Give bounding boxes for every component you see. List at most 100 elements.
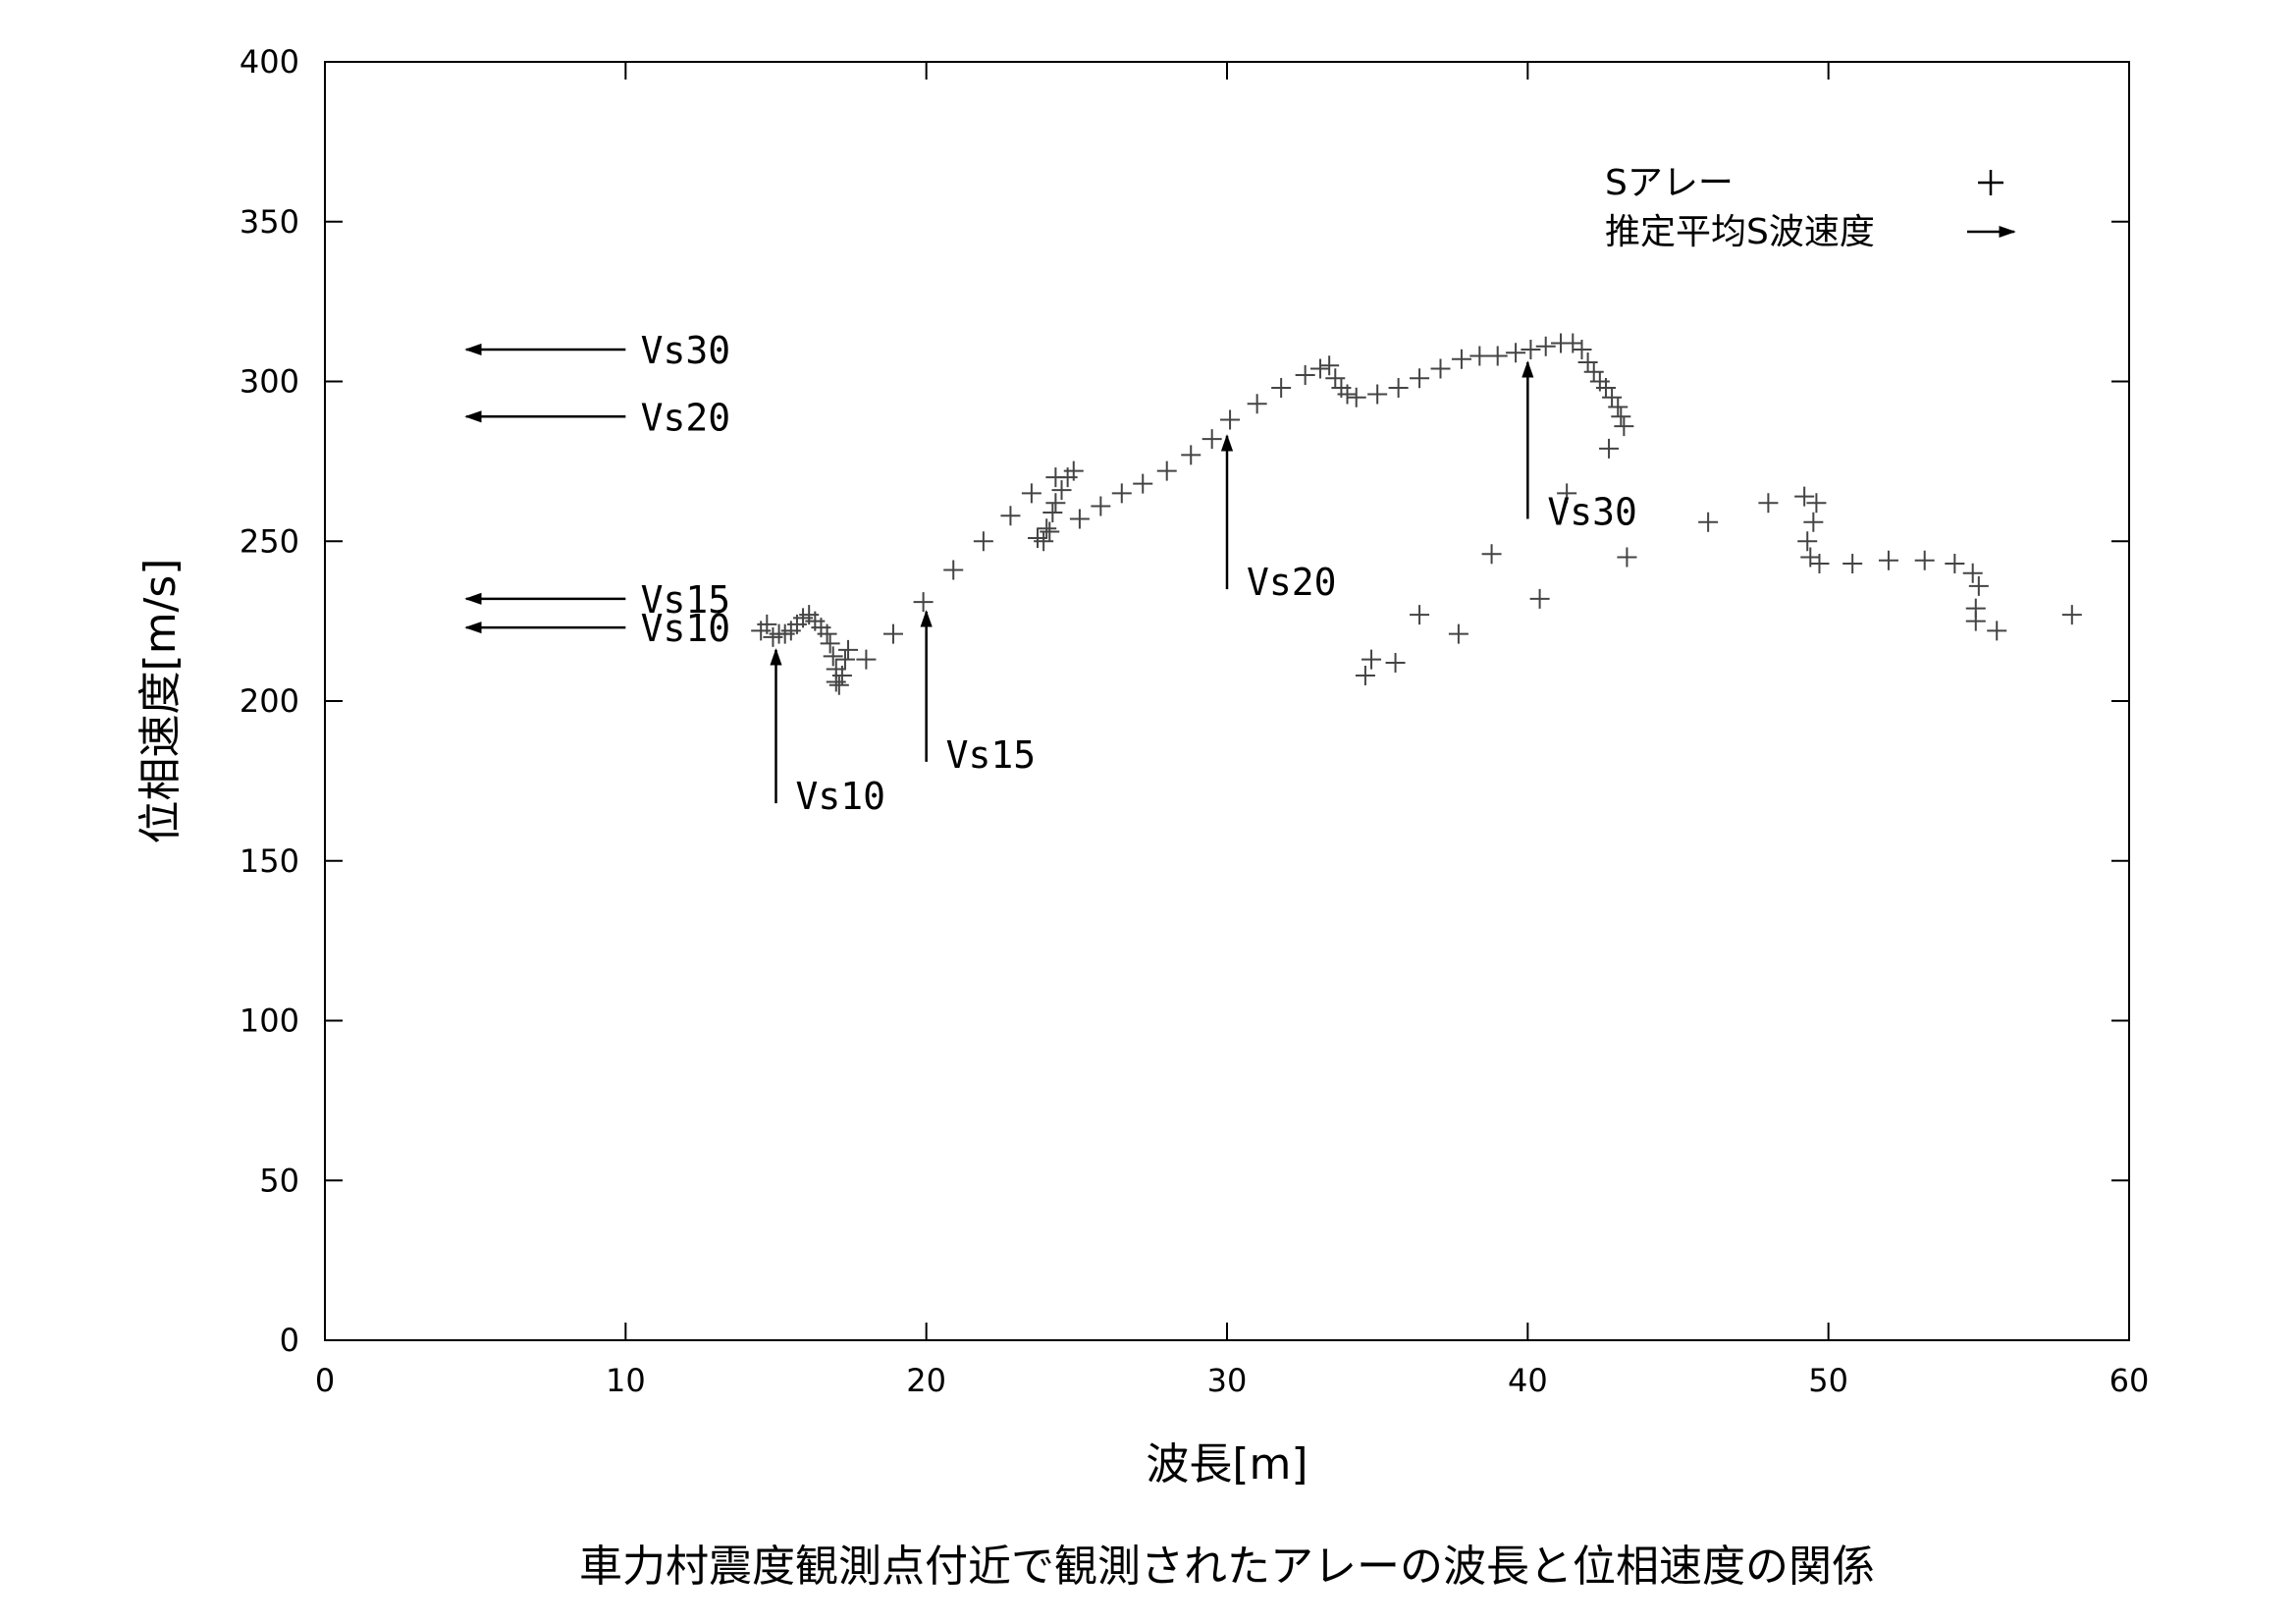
data-point xyxy=(828,675,849,695)
v-arrow-label: Vs15 xyxy=(946,733,1037,777)
data-point xyxy=(1271,378,1292,399)
data-point xyxy=(1337,384,1358,405)
data-point xyxy=(1156,460,1177,481)
data-point xyxy=(1794,486,1815,507)
y-tick-label: 150 xyxy=(240,842,299,880)
x-tick-label: 0 xyxy=(315,1362,335,1399)
data-point xyxy=(1698,512,1719,532)
data-point xyxy=(823,646,843,667)
chart-title: 車力村震度観測点付近で観測されたアレーの波長と位相速度の関係 xyxy=(579,1542,1875,1592)
data-point xyxy=(856,649,877,670)
x-tick-label: 30 xyxy=(1207,1362,1248,1399)
data-point xyxy=(1572,339,1592,359)
data-point xyxy=(831,665,852,685)
data-point xyxy=(1247,394,1267,414)
data-point xyxy=(1521,339,1541,359)
data-point xyxy=(1987,621,2007,641)
x-tick-label: 20 xyxy=(906,1362,946,1399)
legend-marker-plus xyxy=(1978,170,2003,195)
legend-label: 推定平均S波速度 xyxy=(1605,212,1875,252)
v-arrow-label: Vs30 xyxy=(1547,490,1637,533)
data-point xyxy=(1529,588,1550,609)
y-tick-label: 0 xyxy=(280,1322,299,1359)
h-arrow-label: Vs15 xyxy=(641,578,731,622)
data-point xyxy=(1410,605,1430,625)
data-point xyxy=(1040,521,1060,542)
data-point xyxy=(1806,493,1827,514)
data-point xyxy=(1878,550,1898,570)
data-point xyxy=(1045,467,1066,488)
y-tick-label: 250 xyxy=(240,522,299,560)
data-point xyxy=(1842,554,1863,574)
h-arrow-label: Vs30 xyxy=(641,329,731,372)
data-point xyxy=(1506,343,1526,363)
y-tick-label: 400 xyxy=(240,43,299,81)
data-point xyxy=(1309,358,1330,379)
data-point xyxy=(1451,349,1471,369)
y-tick-label: 200 xyxy=(240,682,299,720)
data-point xyxy=(1945,554,1965,574)
x-axis-title: 波長[m] xyxy=(1146,1439,1308,1489)
data-point xyxy=(757,614,777,634)
data-point xyxy=(1797,531,1818,552)
data-point xyxy=(1487,346,1508,366)
x-tick-label: 50 xyxy=(1808,1362,1848,1399)
y-tick-label: 300 xyxy=(240,363,299,401)
v-arrow-label: Vs20 xyxy=(1247,561,1337,604)
data-point xyxy=(1220,409,1241,430)
x-tick-label: 40 xyxy=(1508,1362,1548,1399)
data-point xyxy=(2061,605,2082,625)
data-point xyxy=(1385,652,1406,673)
data-point xyxy=(1367,384,1388,405)
data-point xyxy=(1557,483,1577,504)
data-point xyxy=(1201,429,1222,450)
data-point xyxy=(820,633,840,654)
data-point xyxy=(1448,623,1468,644)
data-point xyxy=(943,560,964,580)
data-point xyxy=(1362,649,1382,670)
data-point xyxy=(1469,346,1490,366)
data-point xyxy=(1614,416,1634,437)
h-arrow-label: Vs20 xyxy=(641,396,731,439)
data-point xyxy=(1037,518,1057,539)
data-point xyxy=(1611,406,1631,427)
data-point xyxy=(1042,502,1063,522)
data-point xyxy=(1133,473,1153,494)
data-point xyxy=(1599,438,1620,459)
data-point xyxy=(1021,483,1041,504)
data-point xyxy=(1430,358,1451,379)
data-point xyxy=(1809,554,1830,574)
data-point xyxy=(1295,364,1315,385)
data-point xyxy=(1051,480,1072,501)
data-point xyxy=(1319,355,1340,376)
data-point xyxy=(1181,445,1201,465)
data-point xyxy=(1962,563,1983,583)
y-tick-label: 50 xyxy=(259,1162,299,1199)
h-arrow-label: Vs10 xyxy=(641,607,731,650)
data-point xyxy=(1481,544,1502,565)
data-point xyxy=(882,623,903,644)
plot-frame xyxy=(324,61,2130,1341)
data-point xyxy=(1045,493,1066,514)
data-point xyxy=(1091,496,1111,516)
data-point xyxy=(1069,509,1090,529)
data-point xyxy=(1063,460,1084,481)
axis-ticks: 0 10 20 30 40 50 60 0 50 100 150 200 250 300 350 400 xyxy=(240,43,2149,1399)
x-tick-label: 60 xyxy=(2109,1362,2150,1399)
data-point xyxy=(1968,575,1989,596)
data-point xyxy=(1803,512,1824,532)
data-point xyxy=(1346,387,1366,407)
data-point xyxy=(1965,611,1986,631)
data-point xyxy=(1355,665,1375,685)
legend-label: Sアレー xyxy=(1605,163,1734,203)
x-tick-label: 10 xyxy=(606,1362,646,1399)
data-point xyxy=(1914,550,1935,570)
scatter-points xyxy=(751,333,2082,695)
data-point xyxy=(1617,547,1637,568)
data-point xyxy=(1111,483,1132,504)
data-point xyxy=(973,531,993,552)
y-tick-label: 350 xyxy=(240,203,299,241)
